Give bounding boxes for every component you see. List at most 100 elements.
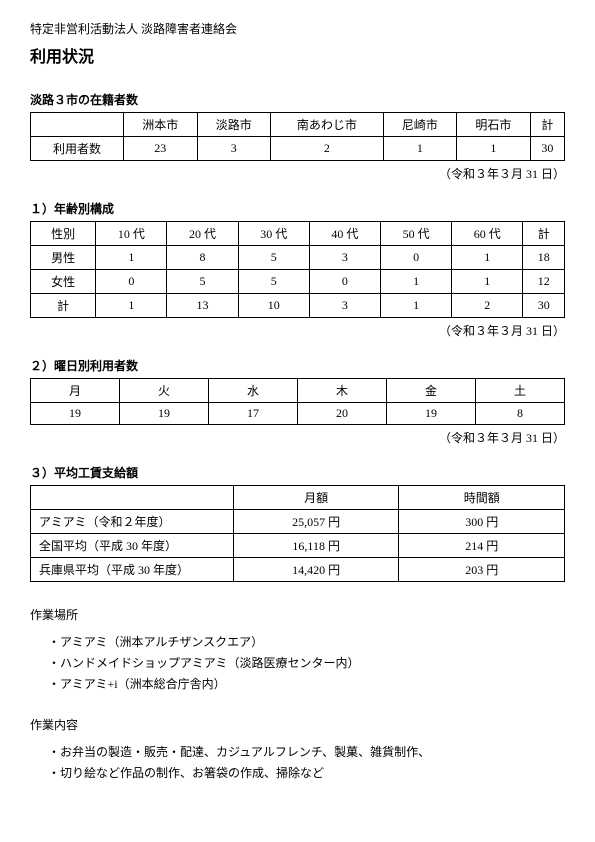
cell: 計	[31, 294, 96, 318]
workcontent-list: お弁当の製造・販売・配達、カジュアルフレンチ、製菓、雑貨制作、 切り絵など作品の…	[30, 743, 565, 781]
col-h: 洲本市	[124, 113, 197, 137]
col-h: 南あわじ市	[271, 113, 384, 137]
cell: 1	[452, 246, 523, 270]
cell: 10	[238, 294, 309, 318]
cell: 0	[309, 270, 380, 294]
cell: 19	[120, 403, 209, 425]
cell: 3	[309, 246, 380, 270]
list-item: アミアミ（洲本アルチザンスクエア）	[48, 633, 565, 650]
table-row: 全国平均（平成 30 年度） 16,118 円 214 円	[31, 534, 565, 558]
cell: 全国平均（平成 30 年度）	[31, 534, 234, 558]
cell: 3	[197, 137, 270, 161]
col-h: 明石市	[457, 113, 530, 137]
col-h: 月	[31, 379, 120, 403]
table-header-row: 性別 10 代 20 代 30 代 40 代 50 代 60 代 計	[31, 222, 565, 246]
cell: 1	[381, 294, 452, 318]
cell: 1	[96, 246, 167, 270]
cell: 1	[452, 270, 523, 294]
table2-heading: １）年齢別構成	[30, 200, 565, 217]
col-h: 土	[476, 379, 565, 403]
cell: 20	[298, 403, 387, 425]
table-row: 女性 0 5 5 0 1 1 12	[31, 270, 565, 294]
table-row: 19 19 17 20 19 8	[31, 403, 565, 425]
list-item: ハンドメイドショップアミアミ（淡路医療センター内）	[48, 654, 565, 671]
cell: 男性	[31, 246, 96, 270]
col-h: 尼崎市	[383, 113, 456, 137]
list-item: お弁当の製造・販売・配達、カジュアルフレンチ、製菓、雑貨制作、	[48, 743, 565, 760]
cell: 5	[167, 270, 238, 294]
col-h: 20 代	[167, 222, 238, 246]
cell: 23	[124, 137, 197, 161]
table-header-row: 洲本市 淡路市 南あわじ市 尼崎市 明石市 計	[31, 113, 565, 137]
col-h: 時間額	[399, 486, 565, 510]
col-h: 30 代	[238, 222, 309, 246]
workcontent-heading: 作業内容	[30, 716, 565, 733]
workplaces-list: アミアミ（洲本アルチザンスクエア） ハンドメイドショップアミアミ（淡路医療センタ…	[30, 633, 565, 692]
cell: 8	[167, 246, 238, 270]
cell: 12	[523, 270, 565, 294]
table2-date: （令和３年３月 31 日）	[30, 322, 565, 339]
col-h: 火	[120, 379, 209, 403]
cell: 16,118 円	[233, 534, 399, 558]
cell: 18	[523, 246, 565, 270]
table-row: 男性 1 8 5 3 0 1 18	[31, 246, 565, 270]
col-h	[31, 486, 234, 510]
table-age: 性別 10 代 20 代 30 代 40 代 50 代 60 代 計 男性 1 …	[30, 221, 565, 318]
col-h: 淡路市	[197, 113, 270, 137]
cell: 8	[476, 403, 565, 425]
cell: 14,420 円	[233, 558, 399, 582]
col-h: 40 代	[309, 222, 380, 246]
col-h	[31, 113, 124, 137]
cell: アミアミ（令和２年度）	[31, 510, 234, 534]
cell: 2	[452, 294, 523, 318]
cell: 女性	[31, 270, 96, 294]
cell: 2	[271, 137, 384, 161]
cell: 1	[381, 270, 452, 294]
table3-heading: ２）曜日別利用者数	[30, 357, 565, 374]
cell: 19	[31, 403, 120, 425]
org-name: 特定非営利活動法人 淡路障害者連絡会	[30, 20, 565, 37]
table-header-row: 月額 時間額	[31, 486, 565, 510]
workplaces-heading: 作業場所	[30, 606, 565, 623]
table-row: 兵庫県平均（平成 30 年度） 14,420 円 203 円	[31, 558, 565, 582]
cell: 5	[238, 270, 309, 294]
col-h: 計	[530, 113, 564, 137]
list-item: アミアミ+i（洲本総合庁舎内）	[48, 675, 565, 692]
cell: 0	[381, 246, 452, 270]
cell: 25,057 円	[233, 510, 399, 534]
cell: 19	[387, 403, 476, 425]
cell: 3	[309, 294, 380, 318]
cell: 0	[96, 270, 167, 294]
table-row: アミアミ（令和２年度） 25,057 円 300 円	[31, 510, 565, 534]
col-h: 金	[387, 379, 476, 403]
col-h: 月額	[233, 486, 399, 510]
col-h: 性別	[31, 222, 96, 246]
page-title: 利用状況	[30, 43, 565, 67]
cell: 17	[209, 403, 298, 425]
table-weekday: 月 火 水 木 金 土 19 19 17 20 19 8	[30, 378, 565, 425]
col-h: 水	[209, 379, 298, 403]
cell: 5	[238, 246, 309, 270]
col-h: 60 代	[452, 222, 523, 246]
cell: 13	[167, 294, 238, 318]
cell: 1	[383, 137, 456, 161]
table3-date: （令和３年３月 31 日）	[30, 429, 565, 446]
col-h: 計	[523, 222, 565, 246]
table4-heading: ３）平均工賃支給額	[30, 464, 565, 481]
table1-date: （令和３年３月 31 日）	[30, 165, 565, 182]
table-wage: 月額 時間額 アミアミ（令和２年度） 25,057 円 300 円 全国平均（平…	[30, 485, 565, 582]
cell: 兵庫県平均（平成 30 年度）	[31, 558, 234, 582]
cell: 1	[457, 137, 530, 161]
cell: 利用者数	[31, 137, 124, 161]
cell: 214 円	[399, 534, 565, 558]
table-residents: 洲本市 淡路市 南あわじ市 尼崎市 明石市 計 利用者数 23 3 2 1 1 …	[30, 112, 565, 161]
table-row: 計 1 13 10 3 1 2 30	[31, 294, 565, 318]
cell: 203 円	[399, 558, 565, 582]
cell: 30	[530, 137, 564, 161]
col-h: 10 代	[96, 222, 167, 246]
cell: 300 円	[399, 510, 565, 534]
col-h: 木	[298, 379, 387, 403]
list-item: 切り絵など作品の制作、お箸袋の作成、掃除など	[48, 764, 565, 781]
cell: 30	[523, 294, 565, 318]
table-row: 利用者数 23 3 2 1 1 30	[31, 137, 565, 161]
